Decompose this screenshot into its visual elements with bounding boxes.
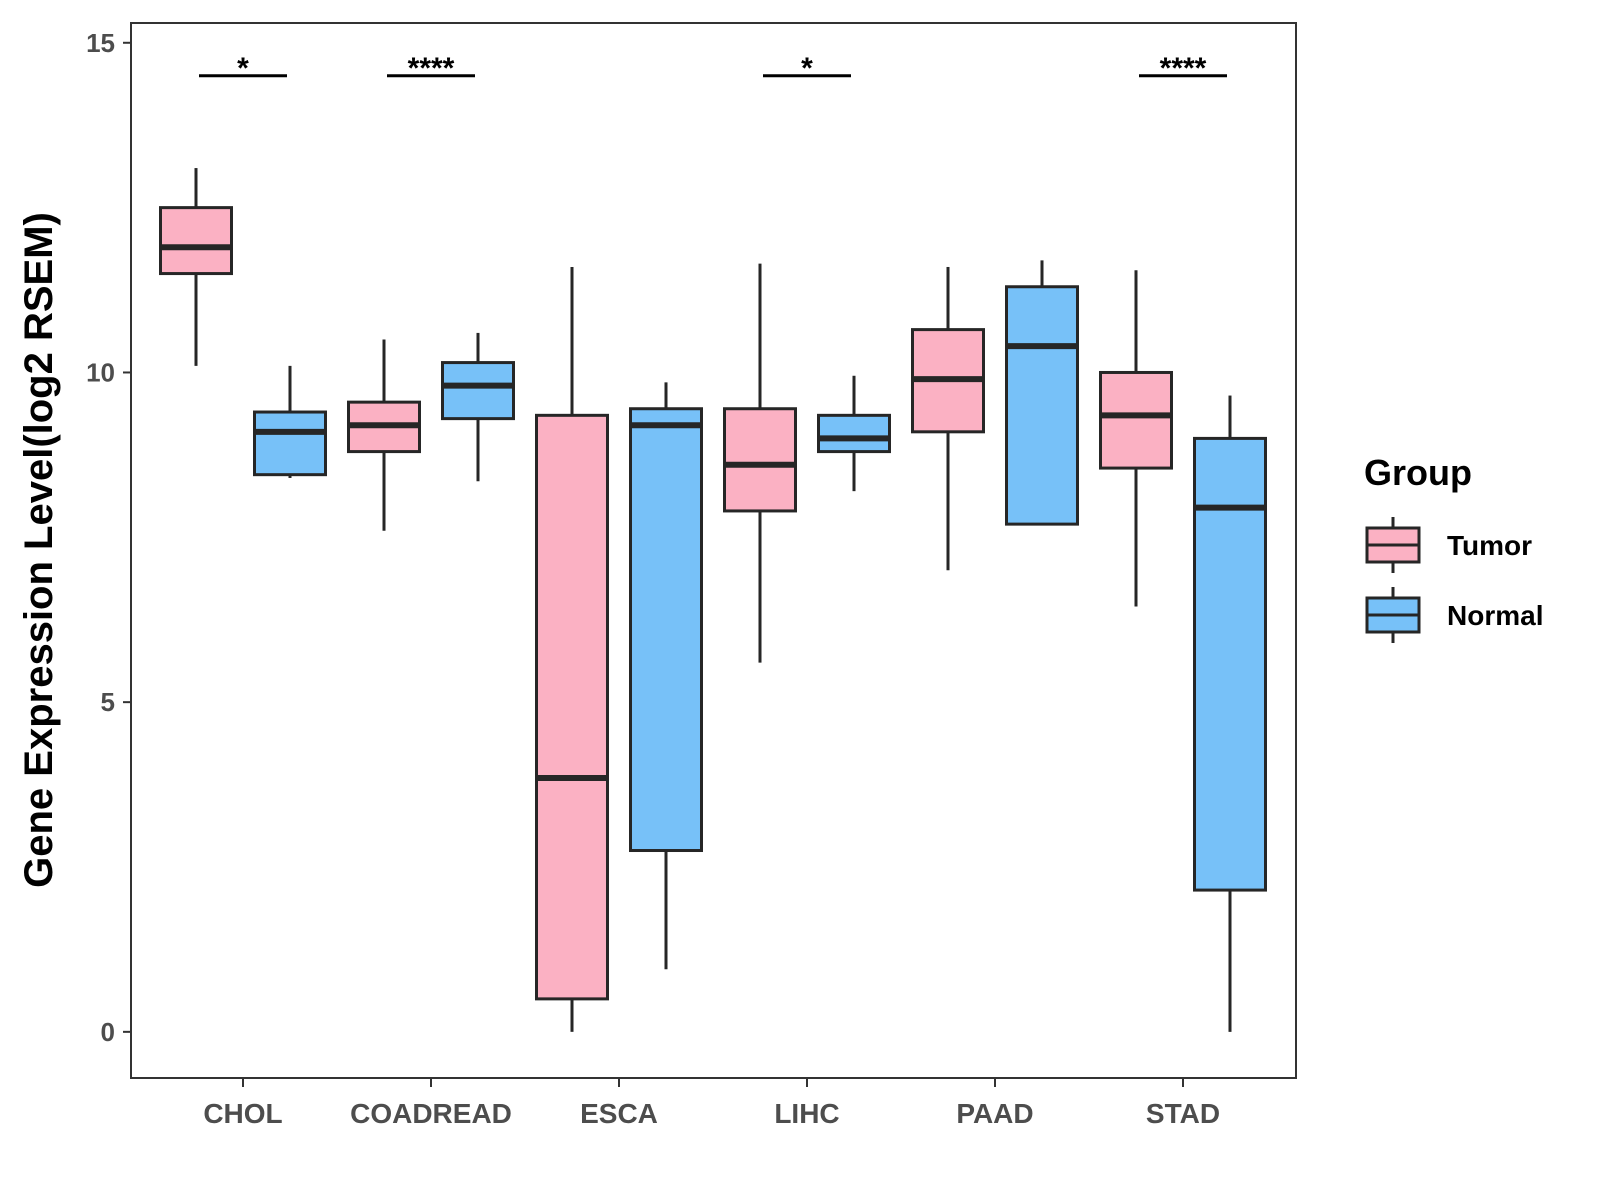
significance-annotations: * **** * **** [199, 52, 1227, 85]
x-tick-label: CHOL [203, 1098, 282, 1129]
y-tick-label: 0 [101, 1017, 115, 1047]
box-normal-coadread [441, 332, 515, 482]
box-tumor-chol [159, 168, 233, 366]
legend-label: Normal [1447, 600, 1543, 631]
y-tick-label: 15 [86, 28, 115, 58]
box-body [1005, 285, 1079, 526]
box-body [535, 413, 609, 1001]
box-normal-chol [253, 365, 327, 478]
box-body [1193, 436, 1267, 892]
significance-label: **** [408, 52, 455, 85]
y-tick-label: 10 [86, 357, 115, 387]
legend-label: Tumor [1447, 530, 1532, 561]
x-axis: CHOL COADREAD ESCA LIHC PAAD STAD [203, 1078, 1220, 1129]
box-body [159, 206, 233, 276]
box-tumor-paad [911, 266, 985, 571]
box-tumor-stad [1099, 270, 1173, 607]
box-body [441, 361, 515, 421]
plot-panel [130, 22, 1297, 1079]
legend-item-normal: Normal [1365, 587, 1543, 643]
significance-label: **** [1160, 52, 1207, 85]
box-tumor-coadread [347, 339, 421, 531]
y-axis: 0 5 10 15 [86, 28, 131, 1047]
x-tick-label: LIHC [774, 1098, 839, 1129]
box-normal-lihc [817, 375, 891, 492]
significance-label: * [801, 52, 813, 85]
box-body [1099, 370, 1173, 470]
x-tick-label: STAD [1146, 1098, 1220, 1129]
box-normal-stad [1193, 395, 1267, 1032]
box-normal-paad [1005, 260, 1079, 526]
box-normal-esca [629, 382, 703, 970]
y-axis-title: Gene Expression Level(log2 RSEM) [17, 212, 61, 888]
x-tick-label: ESCA [580, 1098, 658, 1129]
x-tick-label: COADREAD [350, 1098, 512, 1129]
box-body [253, 410, 327, 477]
box-series [159, 168, 1267, 1032]
box-tumor-esca [535, 266, 609, 1032]
x-tick-label: PAAD [956, 1098, 1033, 1129]
legend-title: Group [1364, 452, 1472, 493]
legend-item-tumor: Tumor [1365, 517, 1532, 573]
box-body [629, 407, 703, 853]
legend: Group Tumor Normal [1364, 452, 1543, 643]
y-tick-label: 5 [101, 687, 115, 717]
box-body [723, 407, 797, 513]
box-tumor-lihc [723, 263, 797, 663]
significance-label: * [237, 52, 249, 85]
box-body [817, 413, 891, 454]
